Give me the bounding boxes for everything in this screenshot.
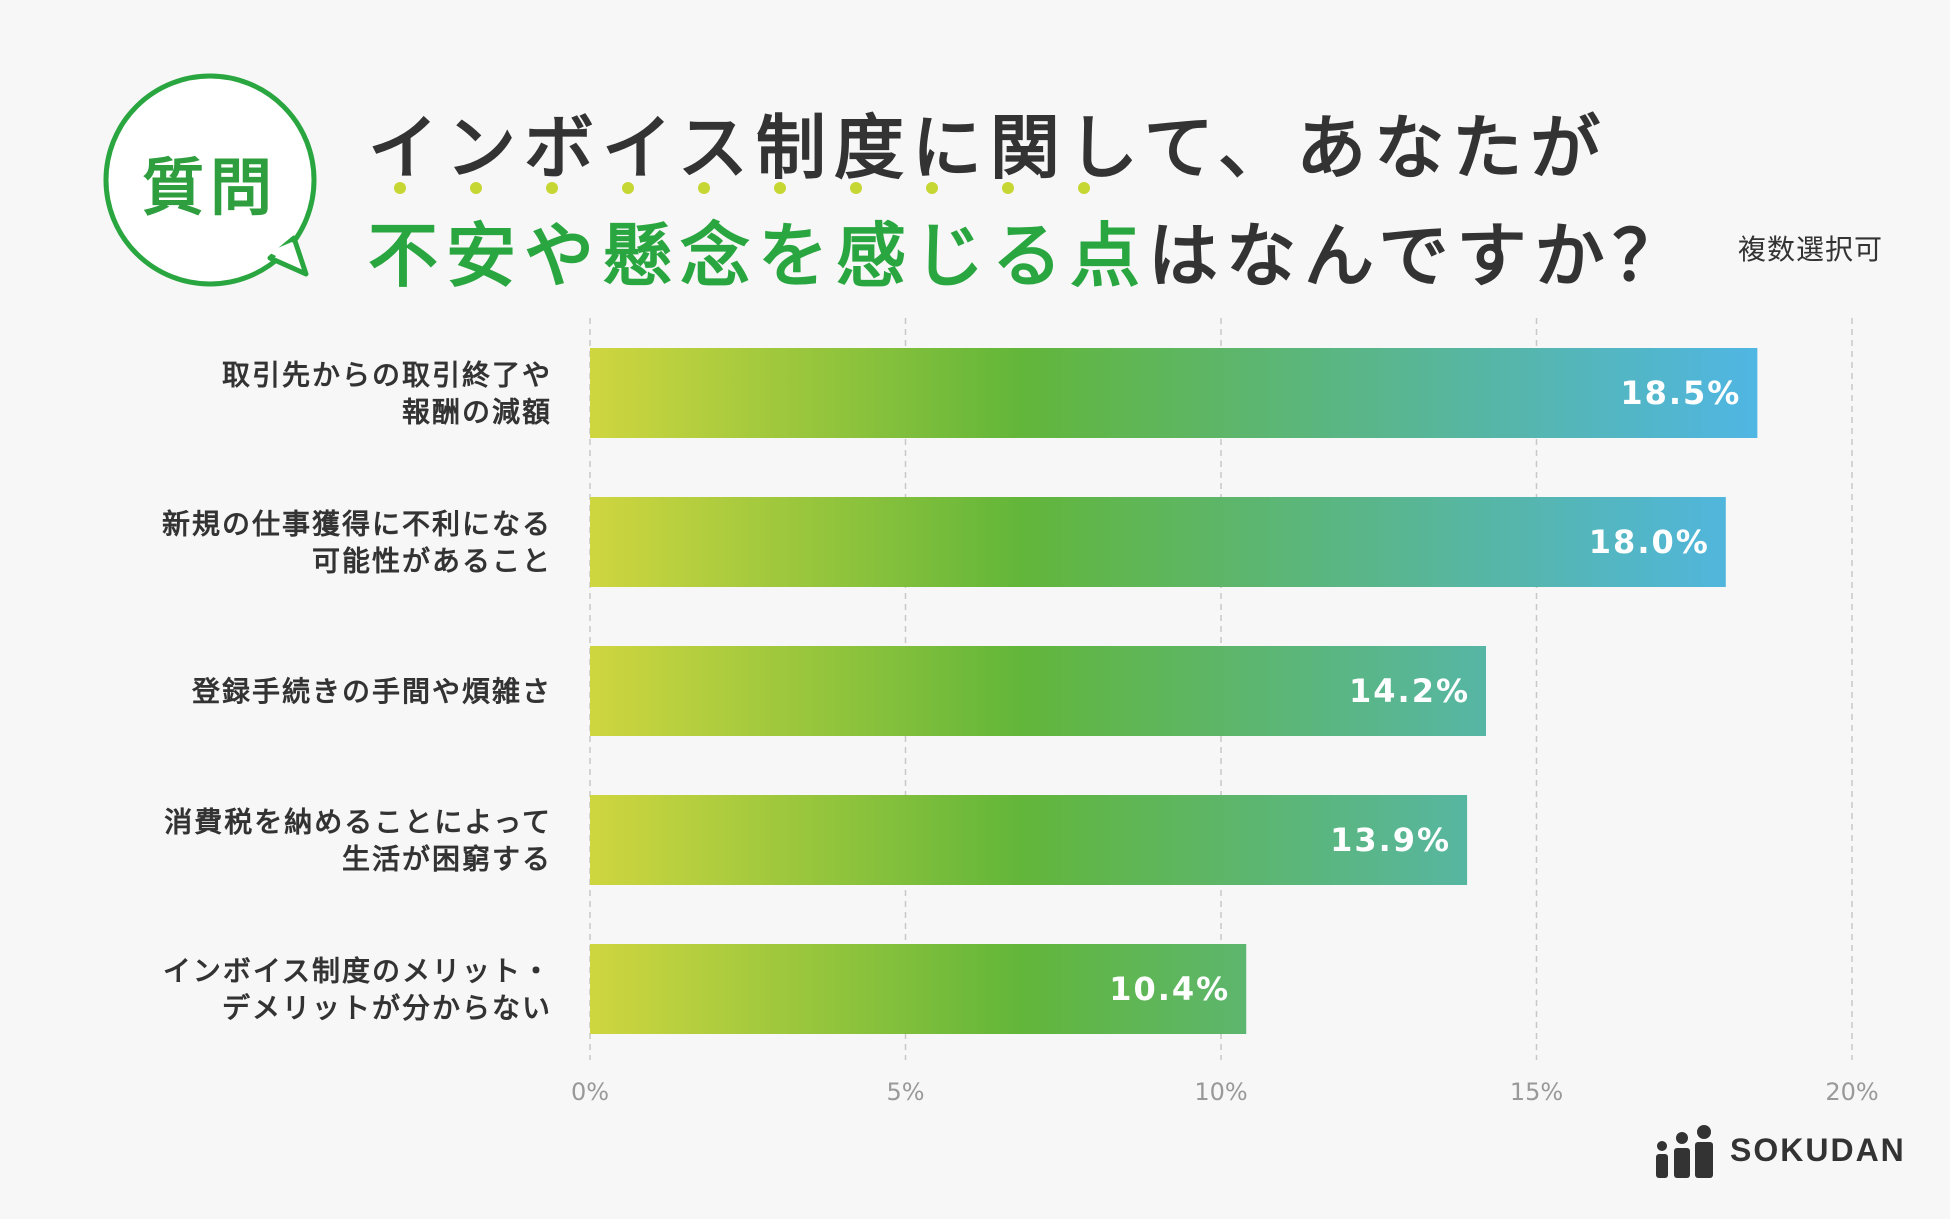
multiple-choice-note: 複数選択可	[1738, 233, 1884, 266]
emphasis-dot	[1078, 182, 1090, 194]
question-badge: 質問	[100, 72, 320, 292]
sokudan-logo: SOKUDAN	[1652, 1124, 1922, 1184]
emphasis-dot	[774, 182, 786, 194]
x-tick-label: 5%	[886, 1078, 924, 1106]
bar	[590, 646, 1487, 736]
bar	[590, 497, 1726, 587]
value-label: 10.4%	[1109, 970, 1230, 1008]
category-label: 報酬の減額	[402, 396, 552, 429]
emphasis-dot	[394, 182, 406, 194]
bar	[590, 944, 1247, 1034]
category-label: 可能性があること	[312, 545, 552, 578]
value-label: 18.5%	[1620, 374, 1741, 412]
emphasis-dot	[1002, 182, 1014, 194]
sokudan-logo-icon	[1656, 1125, 1713, 1178]
value-label: 18.0%	[1589, 523, 1710, 561]
category-label: 取引先からの取引終了や	[222, 359, 552, 392]
category-label: 生活が困窮する	[342, 843, 552, 876]
x-tick-label: 15%	[1510, 1078, 1563, 1106]
x-tick-label: 20%	[1825, 1078, 1878, 1106]
emphasis-dot	[546, 182, 558, 194]
x-tick-label: 10%	[1194, 1078, 1247, 1106]
emphasis-dot	[850, 182, 862, 194]
emphasis-dots	[368, 182, 1148, 194]
title-line-1: インボイス制度に関して、あなたが	[368, 107, 1609, 189]
emphasis-dot	[698, 182, 710, 194]
category-label: インボイス制度のメリット・	[163, 955, 552, 988]
category-labels: 取引先からの取引終了や報酬の減額新規の仕事獲得に不利になる可能性があること登録手…	[162, 359, 552, 1025]
x-tick-labels: 0% 5% 10% 15% 20%	[571, 1078, 1879, 1106]
emphasis-dot	[470, 182, 482, 194]
category-label: 新規の仕事獲得に不利になる	[162, 508, 552, 541]
x-tick-label: 0%	[571, 1078, 609, 1106]
bar	[590, 348, 1758, 438]
badge-label: 質問	[141, 151, 278, 224]
title-line-2: 不安や懸念を感じる点はなんですか？	[368, 200, 1691, 301]
value-label: 13.9%	[1330, 821, 1451, 859]
title-highlight: 不安や懸念を感じる点	[368, 215, 1148, 297]
bar	[590, 795, 1468, 885]
category-label: 消費税を納めることによって	[164, 806, 552, 839]
emphasis-dot	[926, 182, 938, 194]
category-label: デメリットが分からない	[222, 992, 552, 1025]
emphasis-dot	[622, 182, 634, 194]
grid-lines	[589, 318, 1853, 1060]
logo-text: SOKUDAN	[1730, 1132, 1906, 1168]
speech-bubble-icon	[103, 73, 317, 287]
value-label: 14.2%	[1349, 672, 1470, 710]
bars: 18.5% 18.0% 14.2% 13.9% 10.4%	[590, 348, 1758, 1034]
title-rest: はなんですか？	[1148, 215, 1691, 297]
category-label: 登録手続きの手間や煩雑さ	[191, 675, 552, 708]
